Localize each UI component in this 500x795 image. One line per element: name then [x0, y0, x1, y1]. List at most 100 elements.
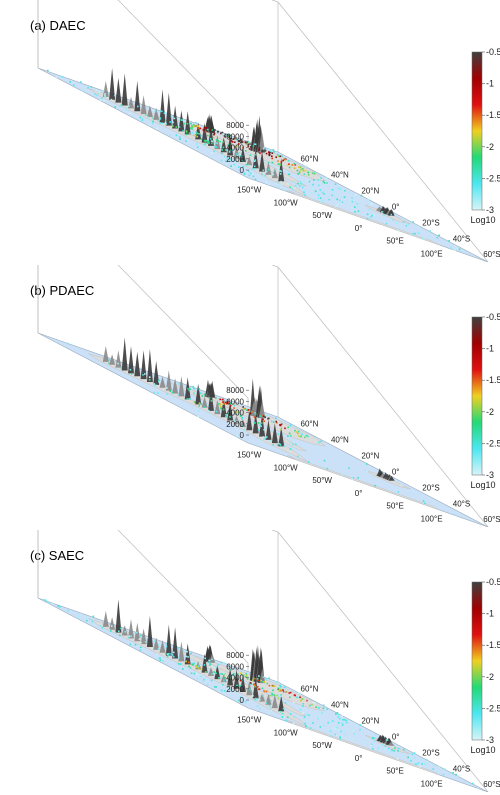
density-point	[274, 169, 277, 172]
density-point	[317, 197, 320, 200]
density-point	[203, 127, 206, 129]
density-point	[80, 81, 82, 83]
density-point	[129, 368, 132, 371]
density-point	[217, 131, 219, 133]
density-point	[348, 467, 350, 469]
lon-tick-label: 150°W	[237, 716, 262, 725]
density-point	[259, 152, 261, 155]
density-point	[208, 662, 211, 664]
density-point	[196, 135, 198, 138]
density-point	[268, 154, 271, 157]
density-point	[279, 716, 281, 718]
density-point	[252, 145, 255, 147]
density-point	[354, 201, 357, 203]
density-point	[142, 374, 144, 376]
density-point	[230, 138, 232, 140]
ridge-spike	[121, 73, 128, 106]
density-point	[195, 666, 198, 668]
lon-tick-label: 50°E	[386, 767, 403, 776]
density-point	[212, 136, 215, 139]
density-point	[449, 247, 452, 249]
density-point	[221, 689, 223, 692]
density-point	[190, 122, 192, 125]
ridge-spike	[233, 669, 240, 689]
density-point	[397, 750, 399, 752]
ridge-spike	[102, 610, 109, 627]
density-point	[241, 160, 244, 162]
density-point	[233, 145, 236, 148]
density-point	[261, 414, 263, 417]
ridge-spike	[259, 414, 266, 437]
density-point	[210, 129, 212, 131]
density-point	[140, 634, 142, 637]
density-point	[254, 412, 256, 414]
density-point	[273, 685, 276, 688]
density-point	[151, 117, 154, 119]
density-point	[47, 69, 49, 72]
density-point	[193, 401, 196, 403]
density-point	[242, 408, 245, 410]
density-point	[224, 677, 226, 679]
density-point	[271, 152, 274, 154]
density-point	[220, 132, 222, 135]
colorbar-gradient	[471, 316, 483, 476]
density-point	[226, 133, 229, 136]
density-point	[349, 200, 351, 203]
density-point	[198, 663, 201, 665]
density-point	[170, 653, 172, 655]
density-point	[213, 150, 215, 152]
ridge-spike	[115, 599, 122, 633]
density-point	[297, 173, 299, 175]
density-point	[207, 661, 209, 663]
density-point	[271, 161, 274, 164]
density-point	[299, 696, 301, 699]
density-point	[295, 443, 297, 446]
density-point	[270, 709, 272, 712]
density-point	[211, 666, 214, 668]
density-point	[272, 421, 275, 423]
density-point	[280, 180, 282, 183]
ridge-spike	[121, 625, 128, 636]
density-point	[300, 699, 302, 702]
density-point	[223, 402, 226, 405]
density-point	[344, 734, 347, 736]
density-point	[242, 146, 244, 149]
density-point	[163, 112, 166, 114]
density-point	[234, 675, 236, 677]
density-point	[262, 436, 265, 438]
density-point	[230, 669, 232, 671]
density-point	[335, 713, 337, 715]
density-point	[211, 140, 213, 143]
density-point	[129, 112, 131, 115]
density-point	[279, 155, 281, 158]
box-back-wall	[37, 0, 279, 152]
density-point	[204, 657, 206, 660]
density-point	[260, 425, 262, 428]
density-point	[129, 643, 132, 646]
density-point	[253, 422, 256, 424]
colorbar-tick-label: -1.5	[486, 375, 500, 385]
density-point	[177, 663, 180, 665]
ridge-spike	[207, 388, 214, 411]
ridge-spike	[239, 146, 246, 162]
density-point	[222, 401, 224, 403]
density-point	[302, 167, 304, 170]
colorbar-tick-label: -3	[486, 205, 494, 215]
density-point	[110, 625, 113, 627]
density-point	[171, 654, 174, 656]
lat-tick-label: 60°S	[483, 250, 500, 259]
density-point	[202, 680, 205, 682]
density-point	[366, 213, 369, 216]
density-point	[322, 707, 325, 709]
density-point	[387, 748, 390, 751]
density-point	[204, 131, 207, 133]
density-point	[178, 136, 181, 138]
density-point	[341, 722, 344, 725]
ridge-spike	[140, 95, 147, 115]
density-point	[284, 158, 287, 160]
density-point	[348, 198, 351, 201]
density-point	[284, 159, 286, 161]
density-point	[241, 417, 243, 420]
density-point	[397, 229, 399, 231]
ridge-spike	[252, 676, 259, 699]
